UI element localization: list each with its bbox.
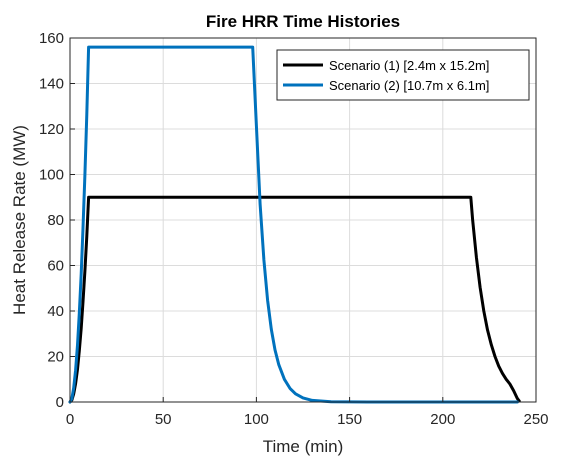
- y-axis-label: Heat Release Rate (MW): [10, 125, 29, 315]
- y-tick-label: 140: [39, 76, 64, 93]
- y-tick-label: 160: [39, 30, 64, 47]
- x-tick-label: 100: [244, 411, 269, 428]
- series-line-2: [68, 45, 519, 404]
- legend-box: [276, 49, 530, 101]
- y-tick-label: 40: [47, 303, 64, 320]
- x-tick-label: 50: [155, 411, 172, 428]
- series-line-1: [68, 195, 521, 404]
- legend: Scenario (1) [2.4m x 15.2m] Scenario (2) …: [276, 49, 530, 101]
- x-tick-label: 0: [66, 411, 74, 428]
- y-tick-label: 100: [39, 167, 64, 184]
- x-tick-label: 150: [337, 411, 362, 428]
- legend-label-2: Scenario (2) [10.7m x 6.1m]: [329, 78, 489, 93]
- x-axis-label: Time (min): [263, 437, 344, 456]
- axis-ticks: 0 50 100 150 200 250 0 20 40 60 80 100 120 140 160: [39, 30, 549, 428]
- plot-series: [68, 45, 521, 404]
- x-tick-label: 200: [430, 411, 455, 428]
- legend-label-1: Scenario (1) [2.4m x 15.2m]: [329, 58, 489, 73]
- y-tick-label: 60: [47, 258, 64, 275]
- y-tick-label: 20: [47, 349, 64, 366]
- chart-title: Fire HRR Time Histories: [206, 12, 400, 31]
- y-tick-label: 0: [56, 394, 64, 411]
- x-tick-label: 250: [523, 411, 548, 428]
- y-tick-label: 120: [39, 121, 64, 138]
- y-tick-label: 80: [47, 212, 64, 229]
